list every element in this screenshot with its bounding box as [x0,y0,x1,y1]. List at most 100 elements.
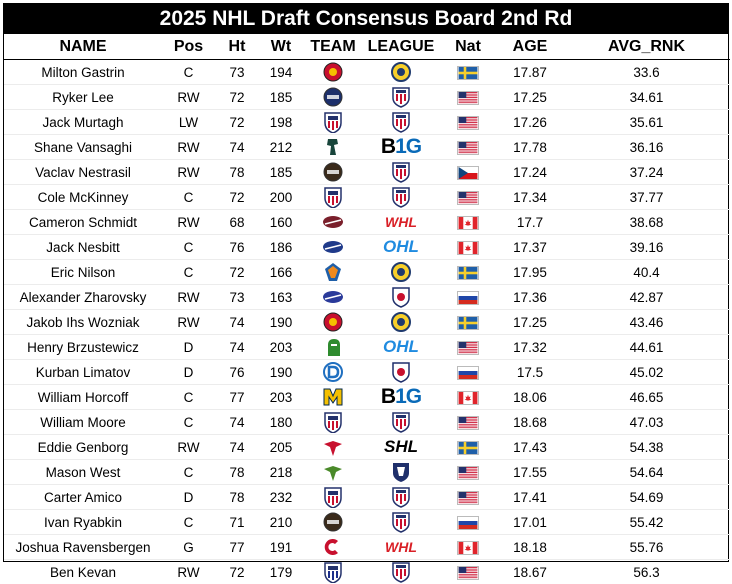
player-height: 77 [215,385,259,410]
player-pos: C [162,410,215,435]
nationality-flag [439,510,497,535]
player-height: 74 [215,410,259,435]
player-weight: 212 [259,135,303,160]
player-age: 17.26 [497,110,563,135]
player-avg-rank: 37.77 [563,185,730,210]
player-age: 17.55 [497,460,563,485]
player-height: 77 [215,535,259,560]
league-mhl-icon [391,286,411,308]
player-age: 17.7 [497,210,563,235]
player-avg-rank: 35.61 [563,110,730,135]
timra-logo [322,436,344,458]
player-pos: C [162,60,215,85]
prince-george-cougars-logo [322,536,344,558]
draft-table: NAME Pos Ht Wt TEAM LEAGUE Nat AGE AVG_R… [4,34,730,584]
player-pos: LW [162,110,215,135]
flag-sweden-icon [457,316,479,330]
nationality-flag [439,210,497,235]
league-ohl-icon: OHL [383,337,419,357]
player-pos: RW [162,310,215,335]
player-pos: D [162,335,215,360]
player-name: Joshua Ravensbergen [4,535,162,560]
flag-usa-icon [457,466,479,480]
player-age: 18.68 [497,410,563,435]
nationality-flag [439,110,497,135]
team-logo [303,510,363,535]
flag-usa-icon [457,91,479,105]
player-height: 76 [215,360,259,385]
player-weight: 180 [259,410,303,435]
player-avg-rank: 34.61 [563,85,730,110]
player-age: 17.36 [497,285,563,310]
nationality-flag [439,260,497,285]
player-age: 17.95 [497,260,563,285]
league-shl-icon: SHL [384,437,418,457]
player-weight: 190 [259,360,303,385]
player-height: 73 [215,60,259,85]
nationality-flag [439,485,497,510]
player-age: 17.87 [497,60,563,85]
london-knights-logo [322,336,344,358]
player-age: 17.25 [497,85,563,110]
player-pos: RW [162,285,215,310]
player-name: Ivan Ryabkin [4,510,162,535]
col-header-nat: Nat [439,34,497,60]
player-avg-rank: 55.76 [563,535,730,560]
team-logo [303,85,363,110]
team-logo [303,110,363,135]
league-logo: WHL [363,535,439,560]
league-logo [363,310,439,335]
player-pos: C [162,385,215,410]
player-avg-rank: 47.03 [563,410,730,435]
player-weight: 163 [259,285,303,310]
team-logo [303,360,363,385]
player-pos: RW [162,160,215,185]
player-name: Jakob Ihs Wozniak [4,310,162,335]
muskegon-lumberjacks-logo [322,511,344,533]
player-name: Cameron Schmidt [4,210,162,235]
flag-usa-icon [457,341,479,355]
team-logo [303,285,363,310]
team-logo [303,260,363,285]
michigan-state-logo [322,136,344,158]
nationality-flag [439,310,497,335]
flag-canada-icon [457,241,479,255]
usntdp-logo [322,486,344,508]
player-name: Cole McKinney [4,185,162,210]
player-avg-rank: 40.4 [563,260,730,285]
league-logo [363,410,439,435]
team-logo [303,160,363,185]
player-avg-rank: 54.38 [563,435,730,460]
league-logo [363,185,439,210]
player-pos: RW [162,135,215,160]
team-logo [303,460,363,485]
league-shl-junior-icon [391,312,411,332]
player-avg-rank: 46.65 [563,385,730,410]
league-logo [363,560,439,584]
team-logo [303,210,363,235]
league-shl-junior-icon [391,62,411,82]
nationality-flag [439,410,497,435]
league-usa-hockey-icon [391,161,411,183]
player-avg-rank: 44.61 [563,335,730,360]
player-height: 72 [215,560,259,584]
flag-canada-icon [457,391,479,405]
player-age: 18.06 [497,385,563,410]
team-logo [303,60,363,85]
league-logo [363,160,439,185]
nationality-flag [439,335,497,360]
player-age: 17.25 [497,310,563,335]
player-avg-rank: 54.69 [563,485,730,510]
league-logo [363,85,439,110]
board-title: 2025 NHL Draft Consensus Board 2nd Rd [4,4,728,34]
team-logo [303,135,363,160]
team-logo [303,535,363,560]
player-weight: 210 [259,510,303,535]
